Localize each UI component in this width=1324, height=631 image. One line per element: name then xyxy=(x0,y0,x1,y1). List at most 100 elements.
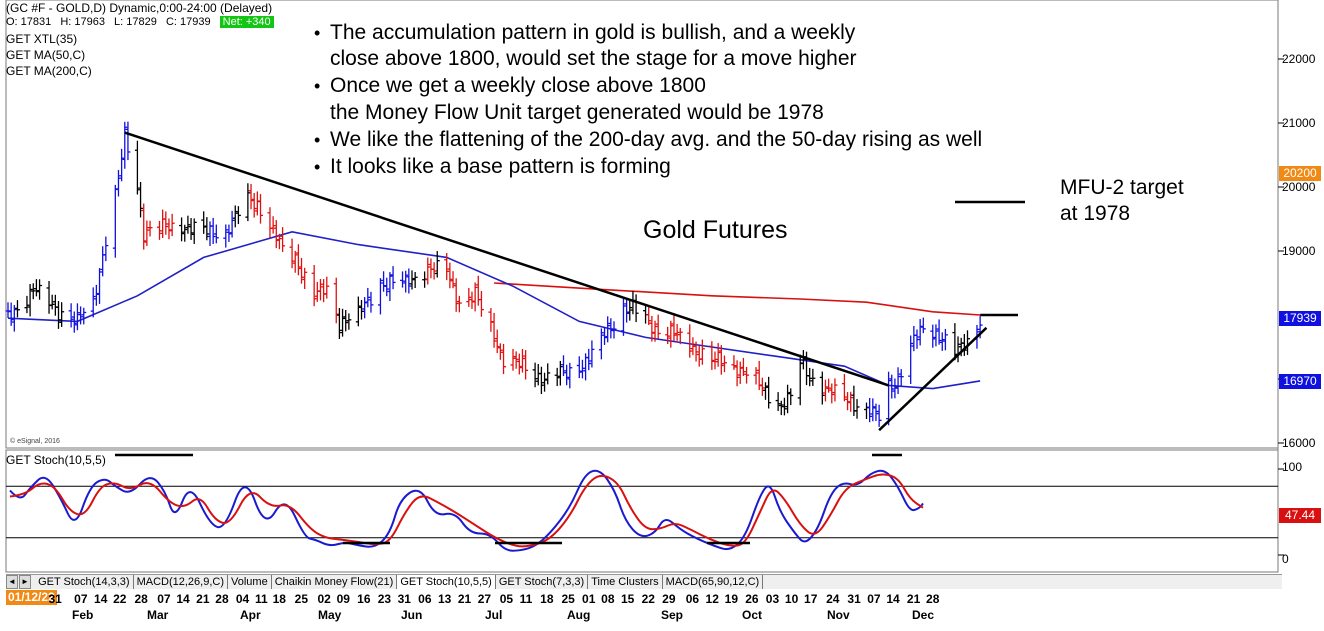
day-tick-label: 02 xyxy=(317,592,331,606)
price-bar xyxy=(557,360,563,386)
price-bar xyxy=(302,267,308,290)
price-bar xyxy=(14,300,20,318)
price-bar xyxy=(914,329,920,349)
uptrend-trendline xyxy=(878,326,988,432)
month-tick-label: Oct xyxy=(742,608,763,622)
day-tick-label: 22 xyxy=(113,592,127,606)
price-bar xyxy=(589,340,595,368)
price-bar xyxy=(444,253,450,281)
price-bar xyxy=(523,350,529,380)
price-bar xyxy=(169,213,175,237)
bullet-marker: • xyxy=(314,23,321,43)
day-tick-label: 22 xyxy=(641,592,655,606)
price-bar xyxy=(561,355,566,377)
price-bar xyxy=(280,227,286,252)
price-bar xyxy=(624,297,630,323)
price-bar xyxy=(185,215,191,234)
day-tick-label: 19 xyxy=(724,592,738,606)
price-bar xyxy=(229,210,235,238)
price-bar xyxy=(775,392,781,412)
day-tick-label: 03 xyxy=(765,592,780,606)
day-tick-label: 07 xyxy=(74,592,88,606)
price-bar xyxy=(431,262,437,280)
price-bar xyxy=(245,183,251,222)
price-tick: 22000 xyxy=(1282,52,1316,66)
price-bar xyxy=(90,287,96,318)
day-tick-label: 05 xyxy=(499,592,514,606)
price-bar xyxy=(141,203,147,250)
close-value: C: 17939 xyxy=(165,16,211,28)
price-bar xyxy=(122,121,128,169)
price-bar xyxy=(210,217,216,245)
price-bar xyxy=(671,314,677,342)
price-bar xyxy=(497,343,503,360)
price-bar xyxy=(800,350,806,370)
price-bar xyxy=(81,307,87,325)
day-tick-label: 21 xyxy=(906,592,921,606)
indicator-xtl[interactable]: GET XTL(35) xyxy=(6,32,78,46)
price-bar xyxy=(649,315,655,342)
price-bar xyxy=(930,324,936,348)
day-tick-label: 08 xyxy=(601,592,615,606)
price-bar xyxy=(867,397,873,423)
tab-get-stoch-7[interactable]: GET Stoch(7,3,3) xyxy=(496,575,589,589)
price-bar xyxy=(478,290,484,317)
indicator-ma200[interactable]: GET MA(200,C) xyxy=(6,64,92,78)
price-bar xyxy=(516,353,522,375)
price-bar xyxy=(822,379,828,402)
price-bar xyxy=(810,368,816,386)
price-bar xyxy=(119,148,125,182)
stoch-tick-100: 100 xyxy=(1282,460,1303,474)
price-bar xyxy=(134,140,140,195)
price-bar xyxy=(908,335,914,385)
price-bar xyxy=(74,303,80,331)
price-bar xyxy=(519,348,525,373)
price-box-last: 17939 xyxy=(1279,311,1321,326)
stoch-tick-0: 0 xyxy=(1282,552,1289,566)
stoch-panel-title[interactable]: GET Stoch(10,5,5) xyxy=(6,453,106,467)
price-bar xyxy=(368,291,374,313)
tab-macd-65[interactable]: MACD(65,90,12,C) xyxy=(663,575,764,589)
tab-scroll-left-button[interactable]: ◄ xyxy=(6,575,18,589)
day-tick-label: 24 xyxy=(826,592,840,606)
price-bar xyxy=(115,169,121,197)
month-tick-label: Mar xyxy=(147,608,169,622)
tab-macd-12[interactable]: MACD(12,26,9,C) xyxy=(134,575,228,589)
price-bar xyxy=(213,224,219,244)
price-bar xyxy=(289,238,295,269)
tab-get-stoch-10[interactable]: GET Stoch(10,5,5) xyxy=(397,575,496,589)
price-bar xyxy=(251,193,257,218)
price-bar xyxy=(387,272,393,302)
high-value: H: 17963 xyxy=(60,16,105,28)
tab-scroll-right-button[interactable]: ► xyxy=(19,575,31,589)
mfu-target-value: at 1978 xyxy=(1060,202,1131,225)
price-bar xyxy=(620,296,626,336)
day-tick-label: 18 xyxy=(272,592,286,606)
tab-chaikin-money-flow[interactable]: Chaikin Money Flow(21) xyxy=(272,575,398,589)
stoch-line-d xyxy=(9,473,924,548)
price-bar xyxy=(403,270,409,293)
price-bar xyxy=(163,211,169,235)
price-bar xyxy=(920,317,926,334)
price-bar xyxy=(359,299,364,320)
price-bar xyxy=(469,291,475,309)
tab-time-clusters[interactable]: Time Clusters xyxy=(588,575,663,589)
tab-get-stoch-14[interactable]: GET Stoch(14,3,3) xyxy=(35,575,134,589)
low-value: L: 17829 xyxy=(114,16,157,28)
price-bar xyxy=(5,302,11,318)
day-tick-label: 28 xyxy=(215,592,229,606)
price-bar xyxy=(78,306,84,325)
day-tick-label: 17 xyxy=(804,592,818,606)
month-tick-label: Dec xyxy=(912,608,935,622)
price-bar xyxy=(538,366,544,395)
tab-volume[interactable]: Volume xyxy=(228,575,272,589)
day-tick-label: 26 xyxy=(745,592,759,606)
price-bar xyxy=(97,268,103,304)
price-bar xyxy=(24,295,30,314)
price-bar xyxy=(450,271,456,289)
price-tick: 21000 xyxy=(1282,116,1316,130)
price-bar xyxy=(425,257,431,285)
day-tick-label: 14 xyxy=(176,592,190,606)
indicator-ma50[interactable]: GET MA(50,C) xyxy=(6,48,86,62)
